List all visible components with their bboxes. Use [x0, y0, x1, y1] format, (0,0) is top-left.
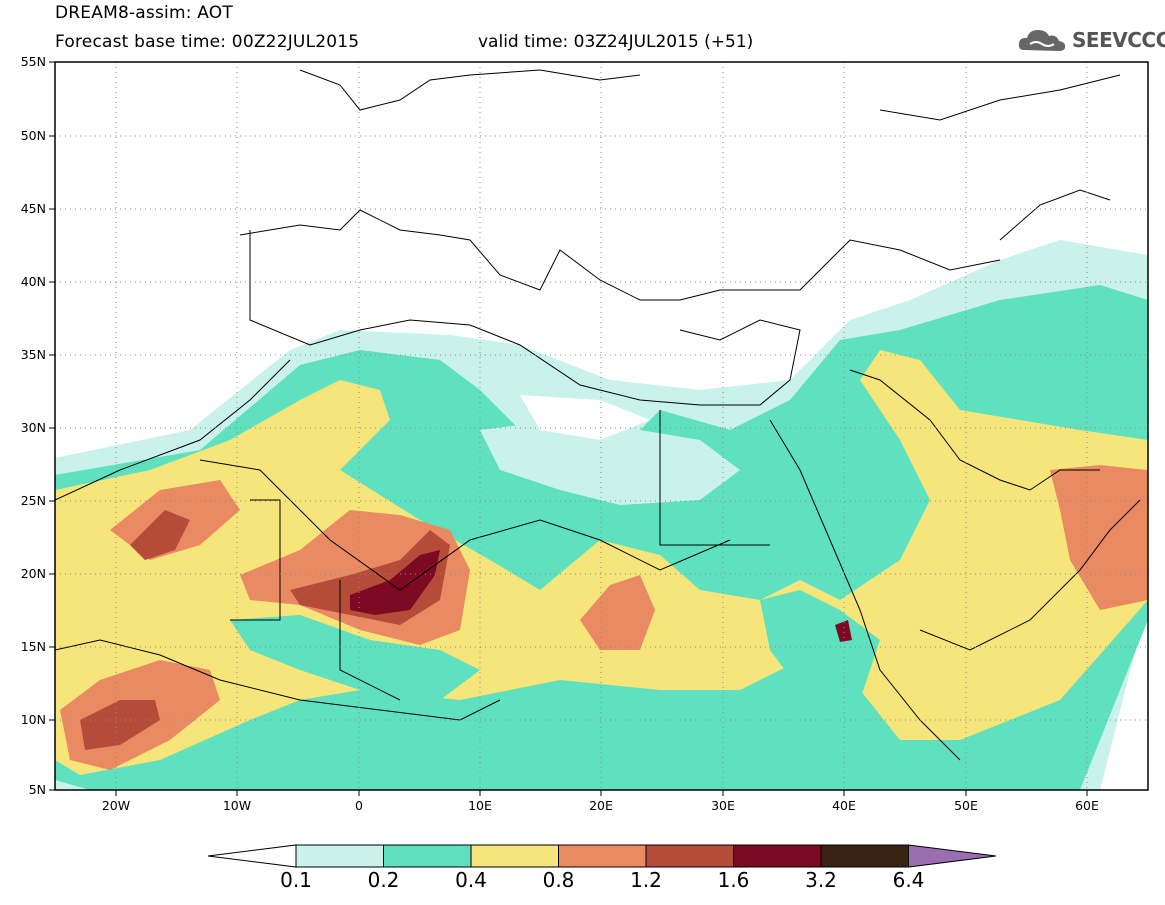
lat-label: 50N — [20, 128, 46, 143]
colorbar-bin-0.1-0.2 — [295, 844, 384, 868]
lat-label: 15N — [20, 639, 46, 654]
colorbar-bin-0.4-0.8 — [470, 844, 559, 868]
lon-label: 10E — [468, 798, 492, 813]
lat-label: 25N — [20, 493, 46, 508]
colorbar-label: 1.2 — [630, 868, 662, 892]
aot-band-1.2 — [130, 510, 190, 560]
axis-ticks — [49, 61, 1088, 796]
coastlines — [55, 69, 1141, 761]
colorbar-bin-1.6-3.2 — [733, 844, 822, 868]
lon-label: 10W — [222, 798, 252, 813]
cloud-icon — [1018, 30, 1066, 51]
lat-label: 45N — [20, 201, 46, 216]
lat-label: 40N — [20, 274, 46, 289]
seevccc-logo: SEEVCCC — [1016, 22, 1165, 58]
colorbar-label: 3.2 — [805, 868, 837, 892]
forecast-base-time: Forecast base time: 00Z22JUL2015 — [55, 32, 360, 52]
lat-label: 5N — [28, 782, 46, 797]
map-title: DREAM8-assim: AOT — [55, 3, 233, 23]
logo-text: SEEVCCC — [1072, 28, 1165, 52]
colorbar-bin-3.2-6.4 — [820, 844, 909, 868]
grid — [55, 62, 1148, 790]
lat-label: 20N — [20, 566, 46, 581]
colorbar-label: 0.1 — [280, 868, 312, 892]
lon-label: 30E — [711, 798, 735, 813]
lon-label: 20W — [101, 798, 131, 813]
valid-time: valid time: 03Z24JUL2015 (+51) — [478, 32, 754, 52]
colorbar-label: 0.8 — [542, 868, 575, 892]
colorbar-label: 0.4 — [455, 868, 487, 892]
colorbar-label: 6.4 — [892, 868, 925, 892]
lat-label: 30N — [20, 420, 46, 435]
lon-label: 40E — [832, 798, 856, 813]
colorbar-bin-0.8-1.2 — [558, 844, 647, 868]
lon-label: 60E — [1075, 798, 1099, 813]
lat-label: 55N — [20, 54, 46, 69]
lon-label: 50E — [954, 798, 978, 813]
colorbar-bin-0.2-0.4 — [383, 844, 472, 868]
lat-label: 10N — [20, 712, 46, 727]
colorbar-upper-arrow — [908, 844, 997, 868]
colorbar-bin-1.2-1.6 — [645, 844, 734, 868]
lon-label: 0 — [355, 798, 363, 813]
colorbar-label: 1.6 — [717, 868, 750, 892]
aot-field — [55, 62, 1148, 790]
colorbar-lower-arrow — [207, 844, 297, 868]
lon-label: 20E — [589, 798, 613, 813]
colorbar-label: 0.2 — [367, 868, 400, 892]
colorbar — [207, 844, 997, 868]
lat-label: 35N — [20, 347, 46, 362]
aot-band-1.6 — [350, 550, 440, 615]
